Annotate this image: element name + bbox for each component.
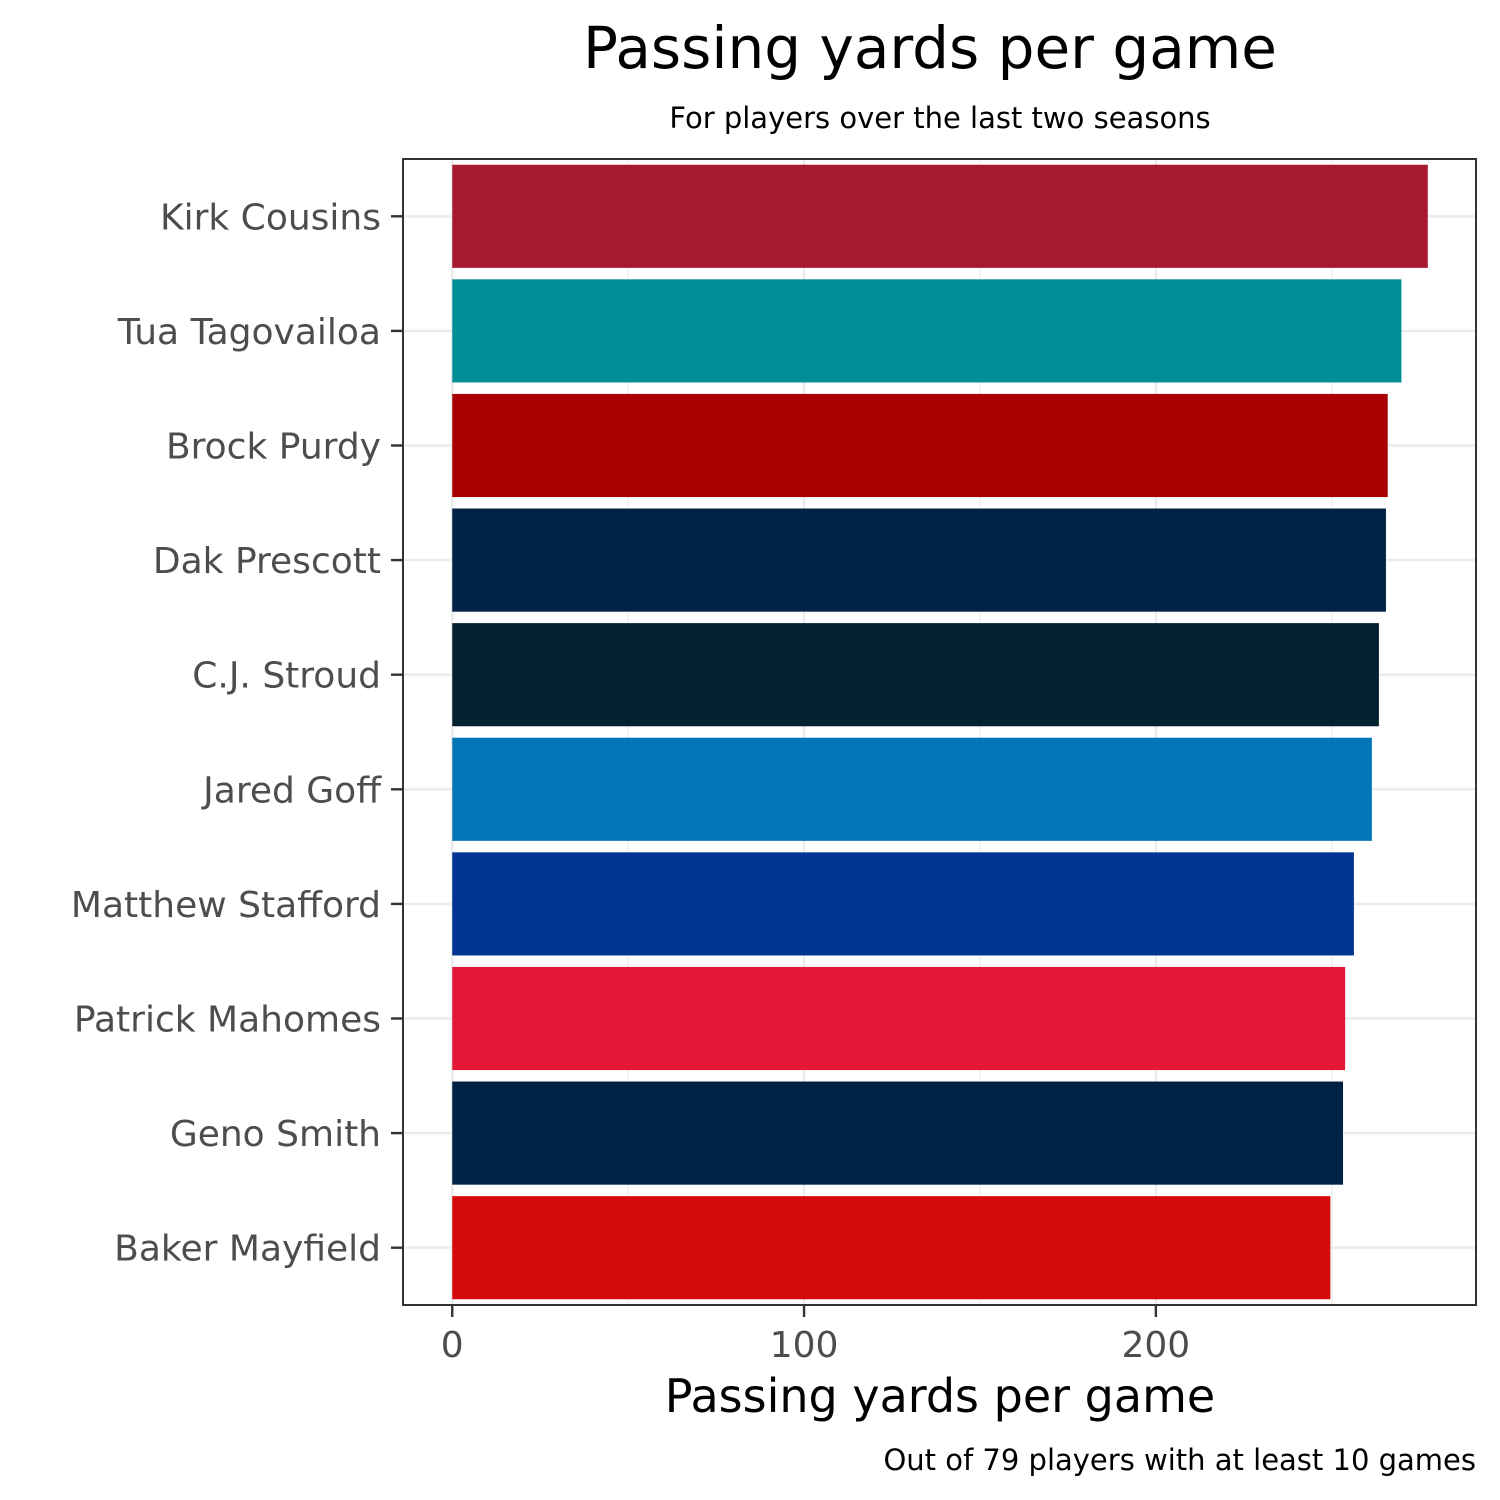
y-tick-label: C.J. Stroud	[192, 656, 381, 697]
y-tick-label: Brock Purdy	[166, 427, 381, 468]
x-tick-label: 100	[770, 1325, 839, 1366]
y-tick-label: Kirk Cousins	[160, 197, 381, 238]
y-tick-label: Baker Mayfield	[114, 1229, 381, 1270]
chart-caption: Out of 79 players with at least 10 games	[883, 1443, 1476, 1477]
bars	[452, 164, 1428, 1300]
x-axis-label: Passing yards per game	[665, 1369, 1215, 1423]
bar-jared-goff	[452, 737, 1372, 841]
bar-brock-purdy	[452, 393, 1388, 498]
bar-dak-prescott	[452, 508, 1386, 612]
bar-matthew-stafford	[452, 852, 1354, 956]
x-tick-label: 0	[441, 1325, 464, 1366]
plot-border	[402, 158, 1477, 1306]
bar-tua-tagovailoa	[452, 279, 1402, 383]
y-tick-label: Matthew Stafford	[71, 885, 381, 926]
y-tick-label: Dak Prescott	[153, 541, 381, 582]
y-tick-label: Geno Smith	[170, 1114, 381, 1155]
y-tick-label: Jared Goff	[201, 770, 382, 811]
chart-subtitle: For players over the last two seasons	[669, 101, 1210, 135]
bar-geno-smith	[452, 1081, 1344, 1185]
y-tick-label: Tua Tagovailoa	[117, 312, 381, 353]
x-tick-label: 200	[1121, 1325, 1190, 1366]
y-tick-label: Patrick Mahomes	[74, 1000, 381, 1041]
bar-baker-mayfield	[452, 1196, 1331, 1300]
chart-title: Passing yards per game	[583, 14, 1277, 82]
bar-c-j-stroud	[452, 623, 1379, 727]
x-axis: 0 100 200	[441, 1305, 1190, 1366]
bar-kirk-cousins	[452, 164, 1428, 268]
bar-patrick-mahomes	[452, 966, 1346, 1071]
y-axis: Kirk Cousins Tua Tagovailoa Brock Purdy Dak…	[71, 197, 403, 1270]
